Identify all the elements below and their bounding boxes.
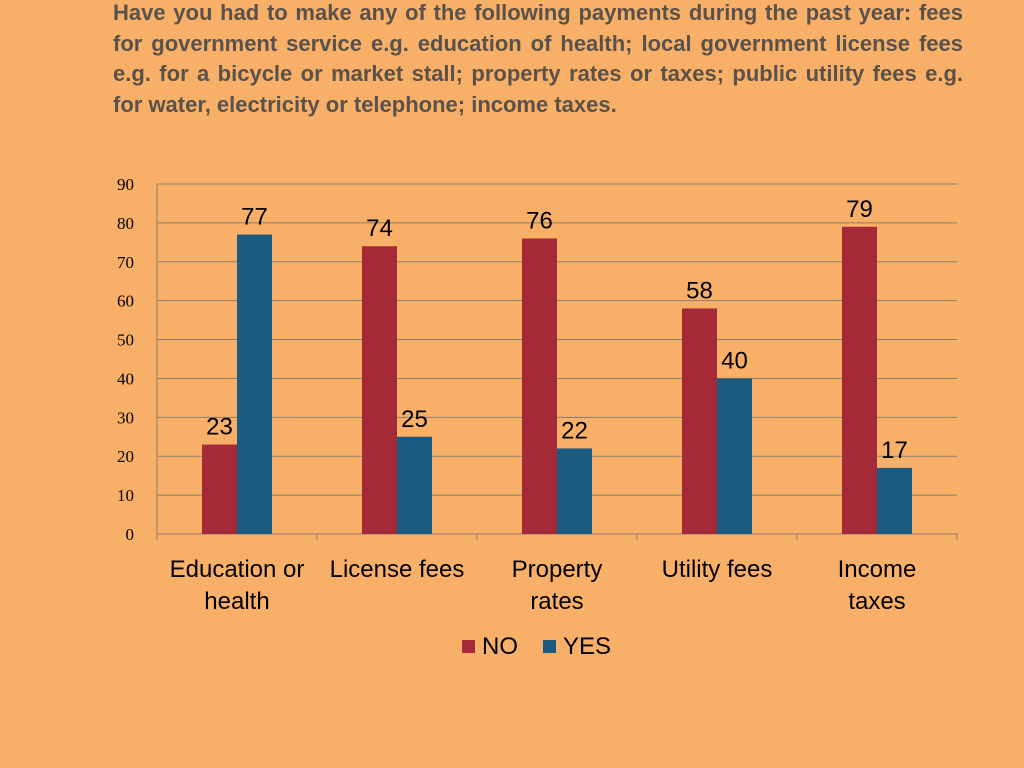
bar-yes: [397, 436, 432, 534]
category-label: health: [204, 588, 269, 615]
y-tick-label: 70: [117, 253, 134, 272]
bar-yes: [717, 378, 752, 534]
y-tick-label: 30: [117, 408, 134, 427]
legend-swatch-no: [462, 640, 475, 653]
bar-no: [682, 308, 717, 534]
bar-yes: [557, 448, 592, 534]
bar-no: [202, 444, 237, 534]
bar-no: [842, 226, 877, 534]
y-tick-label: 50: [117, 331, 134, 350]
legend-swatch-yes: [543, 640, 556, 653]
y-tick-label: 60: [117, 292, 134, 311]
data-label-yes: 22: [561, 417, 588, 444]
category-label: License fees: [330, 556, 465, 583]
category-label: Property: [512, 556, 603, 583]
data-label-no: 74: [366, 215, 393, 242]
y-tick-label: 0: [126, 525, 135, 544]
bar-no: [522, 238, 557, 534]
y-tick-label: 20: [117, 447, 134, 466]
data-label-no: 23: [206, 414, 233, 441]
question-text: Have you had to make any of the followin…: [113, 0, 963, 117]
category-label: Income: [838, 556, 917, 583]
category-label: rates: [530, 588, 583, 615]
data-label-yes: 25: [401, 406, 428, 433]
bar-yes: [237, 234, 272, 535]
category-label: Education or: [170, 556, 305, 583]
data-label-yes: 17: [881, 437, 908, 464]
y-tick-label: 40: [117, 369, 134, 388]
category-label: taxes: [848, 588, 905, 615]
legend-label-yes: YES: [563, 633, 611, 660]
bar-yes: [877, 467, 912, 534]
data-label-yes: 77: [241, 204, 268, 231]
bar-no: [362, 246, 397, 534]
y-tick-label: 90: [117, 175, 134, 194]
data-label-no: 79: [846, 196, 873, 223]
data-label-yes: 40: [721, 347, 748, 374]
data-label-no: 58: [686, 277, 713, 304]
category-label: Utility fees: [662, 556, 773, 583]
legend-label-no: NO: [482, 633, 518, 660]
y-tick-label: 10: [117, 486, 134, 505]
data-label-no: 76: [526, 207, 553, 234]
y-tick-label: 80: [117, 214, 134, 233]
